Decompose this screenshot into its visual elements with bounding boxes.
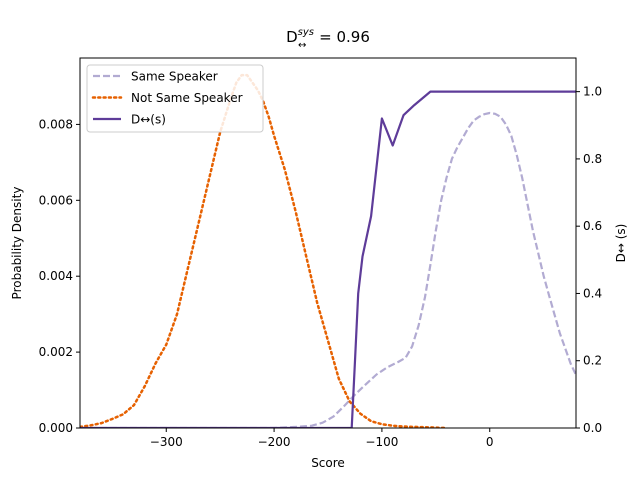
x-tick-label: −300	[150, 435, 183, 449]
legend-label-2: D↔(s)	[131, 113, 166, 127]
y-axis-label-left: Probability Density	[10, 187, 24, 300]
y-right-tick-label: 1.0	[583, 85, 602, 99]
legend-label-0: Same Speaker	[131, 70, 218, 84]
x-tick-label: 0	[486, 435, 494, 449]
legend: Same Speaker Not Same Speaker D↔(s)	[86, 64, 264, 133]
chart-title-rest: = 0.96	[314, 28, 370, 46]
series-layer	[80, 73, 576, 428]
chart-title-sub: ↔	[298, 40, 306, 51]
y-left-tick-label: 0.004	[39, 269, 73, 283]
y-right-tick-label: 0.0	[583, 421, 602, 435]
x-tick-label: −100	[365, 435, 398, 449]
x-axis-label: Score	[311, 456, 345, 470]
axes-layer: −300 −200 −100 0 0.000 0.002 0.004 0.006 0.008 0.…	[39, 57, 602, 449]
legend-box	[86, 64, 264, 133]
series-line-0	[80, 111, 576, 428]
y-right-tick-label: 0.2	[583, 354, 602, 368]
y-left-tick-label: 0.006	[39, 193, 73, 207]
chart-title: Dsys ↔ = 0.96	[286, 27, 370, 51]
y-left-tick-label: 0.000	[39, 421, 73, 435]
y-right-tick-label: 0.4	[583, 286, 602, 300]
legend-label-1: Not Same Speaker	[131, 91, 243, 105]
x-tick-label: −200	[258, 435, 291, 449]
y-left-tick-label: 0.008	[39, 117, 73, 131]
chart-title-main: D	[286, 28, 298, 46]
y-right-tick-label: 0.6	[583, 219, 602, 233]
y-left-tick-label: 0.002	[39, 345, 73, 359]
chart-title-sup: sys	[298, 27, 314, 38]
y-axis-label-right: D↔ (s)	[614, 224, 628, 263]
plot-frame	[79, 57, 577, 429]
series-line-2	[80, 90, 576, 428]
series-line-1	[80, 73, 448, 428]
y-right-tick-label: 0.8	[583, 152, 602, 166]
